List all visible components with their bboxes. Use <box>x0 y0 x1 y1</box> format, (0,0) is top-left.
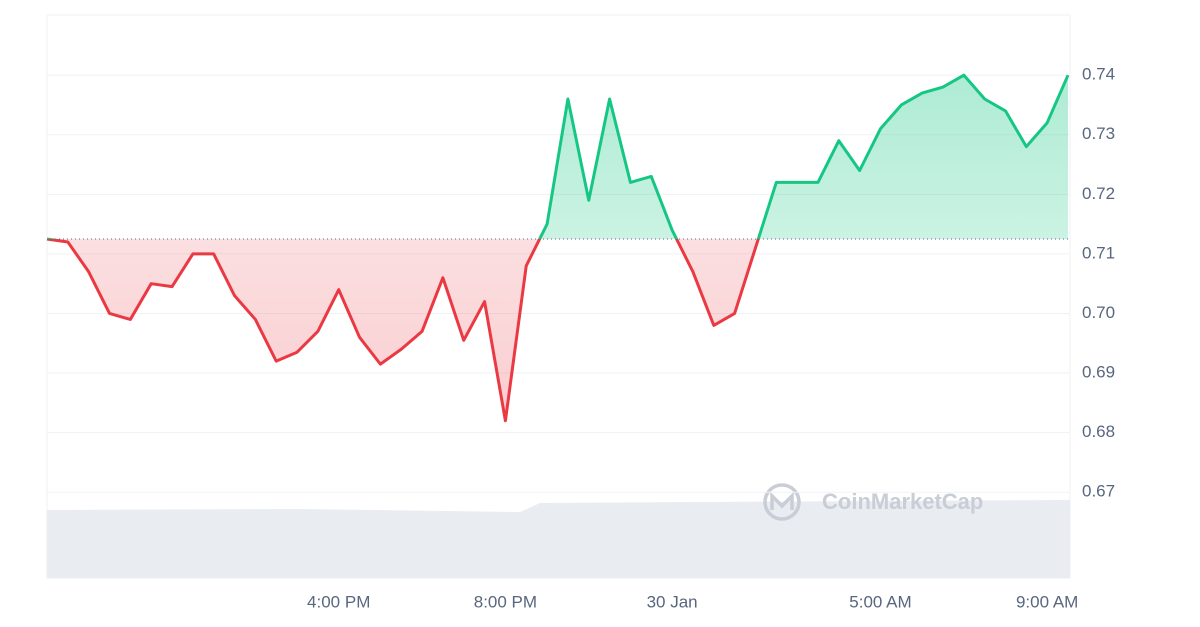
y-tick-label: 0.68 <box>1082 422 1115 441</box>
y-tick-label: 0.72 <box>1082 184 1115 203</box>
x-tick-label: 4:00 PM <box>307 592 370 611</box>
y-tick-label: 0.73 <box>1082 124 1115 143</box>
area-down <box>47 239 759 421</box>
area-up <box>47 75 1068 240</box>
y-tick-label: 0.69 <box>1082 363 1115 382</box>
y-tick-label: 0.71 <box>1082 243 1115 262</box>
line-down <box>46 239 760 423</box>
watermark: CoinMarketCap <box>822 489 983 514</box>
x-tick-label: 5:00 AM <box>849 592 911 611</box>
line-up <box>47 73 1070 240</box>
y-tick-label: 0.74 <box>1082 65 1115 84</box>
x-tick-label: 9:00 AM <box>1016 592 1078 611</box>
x-tick-label: 30 Jan <box>647 592 698 611</box>
x-tick-label: 8:00 PM <box>474 592 537 611</box>
y-tick-label: 0.70 <box>1082 303 1115 322</box>
y-tick-label: 0.67 <box>1082 482 1115 501</box>
volume-area <box>47 500 1070 578</box>
watermark-logo <box>763 483 801 521</box>
